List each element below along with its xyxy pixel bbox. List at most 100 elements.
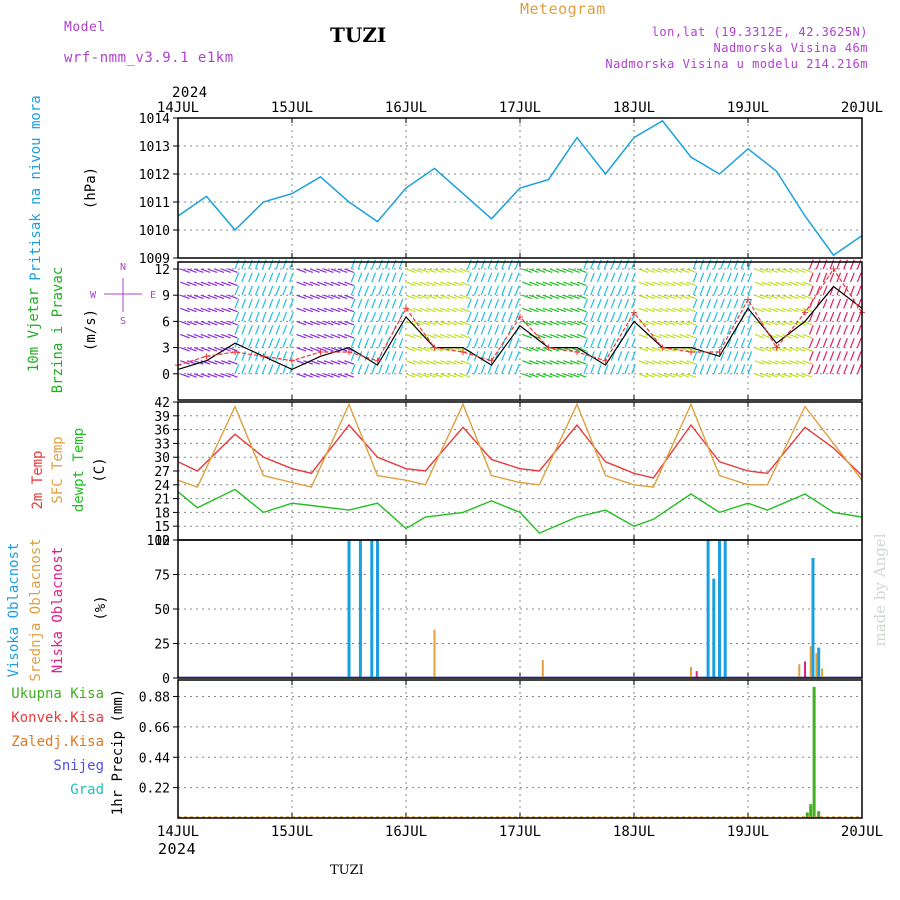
lonlat-text: lon,lat (19.3312E, 42.3625N)	[651, 25, 868, 39]
wind-arrow	[815, 351, 821, 361]
legend-snow: Snijeg	[53, 758, 104, 774]
wind-arrow	[364, 298, 370, 309]
wind-arrow	[528, 347, 539, 352]
total-precip-bar	[809, 804, 813, 818]
wind-arrow	[193, 320, 204, 326]
wind-arrow	[617, 285, 623, 296]
wind-arrow	[419, 268, 430, 273]
wind-arrow	[398, 351, 404, 361]
wind-arrow	[856, 351, 862, 361]
wind-arrow	[426, 333, 437, 339]
wind-arrow	[214, 333, 225, 339]
wind-arrow	[282, 298, 288, 309]
wind-arrow	[384, 298, 390, 309]
wind-arrow	[214, 320, 225, 326]
wind-arrow	[207, 294, 218, 300]
wind-gust-mark	[403, 305, 409, 312]
wind-arrow	[822, 364, 828, 375]
wind-arrow	[775, 320, 785, 326]
wind-arrow	[207, 373, 218, 378]
wind-arrow	[733, 285, 739, 296]
legend-total: Ukupna Kisa	[11, 686, 104, 702]
wind-arrow	[583, 285, 589, 296]
wind-arrow	[364, 338, 370, 348]
wind-arrow	[460, 281, 471, 287]
wind-arrow	[679, 294, 690, 300]
wind-arrow	[494, 311, 500, 322]
wind-arrow	[241, 259, 247, 270]
wind-arrow	[761, 333, 772, 339]
wind-arrow	[542, 360, 553, 365]
wind-arrow	[569, 281, 580, 287]
wind-arrow	[713, 285, 718, 296]
wind-arrow	[330, 307, 341, 313]
wind-arrow	[754, 360, 765, 365]
y-tick-label: 0	[162, 368, 170, 383]
wind-arrow	[473, 272, 479, 283]
wind-arrow	[460, 320, 471, 326]
wind-arrow	[569, 333, 580, 339]
wind-arrow	[200, 294, 211, 300]
wind-arrow	[596, 324, 602, 335]
wind-gust-mark	[431, 344, 438, 351]
wind-arrow	[275, 324, 281, 335]
wind-arrow	[453, 307, 464, 313]
wind-arrow	[610, 324, 616, 335]
wind-arrow	[480, 324, 486, 335]
wind-arrow	[254, 285, 260, 296]
wind-arrow	[364, 311, 370, 322]
wind-arrow	[603, 285, 609, 296]
wind-arrow	[795, 294, 806, 300]
wind-arrow	[378, 324, 383, 335]
wind-arrow	[426, 294, 437, 300]
wind-arrow	[856, 259, 862, 270]
wind-arrow	[467, 272, 472, 283]
wind-arrow	[672, 333, 683, 339]
wind-arrow	[802, 347, 813, 352]
wind-arrow	[364, 285, 370, 296]
wind-arrow	[829, 298, 835, 309]
wind-arrow	[207, 347, 218, 352]
wind-arrow	[761, 307, 772, 313]
date-label-bottom: 19JUL	[727, 824, 769, 840]
wind-arrow	[391, 311, 397, 322]
wind-arrow	[781, 294, 792, 300]
wind-arrow	[576, 320, 587, 326]
wind-arrow	[720, 285, 725, 296]
wind-arrow	[227, 294, 238, 300]
panel-frame	[177, 539, 863, 679]
wind-arrow	[350, 298, 356, 309]
wind-arrow	[207, 360, 218, 365]
wind-arrow	[802, 373, 813, 378]
date-label-top: 15JUL	[271, 100, 313, 116]
y-tick-label: 0.44	[139, 751, 170, 766]
wind-arrow	[412, 281, 423, 287]
wind-arrow	[193, 360, 204, 365]
wind-arrow	[638, 307, 649, 313]
wind-arrow	[781, 347, 792, 352]
wind-arrow	[439, 281, 450, 287]
wind-arrow	[473, 259, 479, 270]
wind-arrow	[337, 333, 348, 339]
wind-arrow	[473, 338, 479, 348]
wind-arrow	[802, 268, 813, 273]
wind-arrow	[856, 272, 862, 283]
wind-arrow	[665, 333, 676, 339]
y-tick-label: 27	[154, 465, 170, 480]
wind-arrow	[316, 373, 327, 378]
wind-arrow	[610, 338, 616, 348]
wind-arrow	[795, 268, 806, 273]
wind-arrow	[316, 320, 327, 326]
wind-arrow	[419, 347, 430, 352]
year-top: 2024	[172, 85, 208, 101]
wind-arrow	[563, 307, 573, 313]
wind-arrow	[248, 351, 253, 361]
wind-arrow	[446, 294, 457, 300]
wind-arrow	[583, 324, 589, 335]
wind-arrow	[542, 320, 553, 326]
wind-arrow	[193, 268, 204, 273]
wind-arrow	[337, 360, 348, 365]
wind-arrows	[180, 259, 862, 378]
wind-gust-mark	[830, 265, 837, 272]
wind-arrow	[528, 307, 539, 313]
